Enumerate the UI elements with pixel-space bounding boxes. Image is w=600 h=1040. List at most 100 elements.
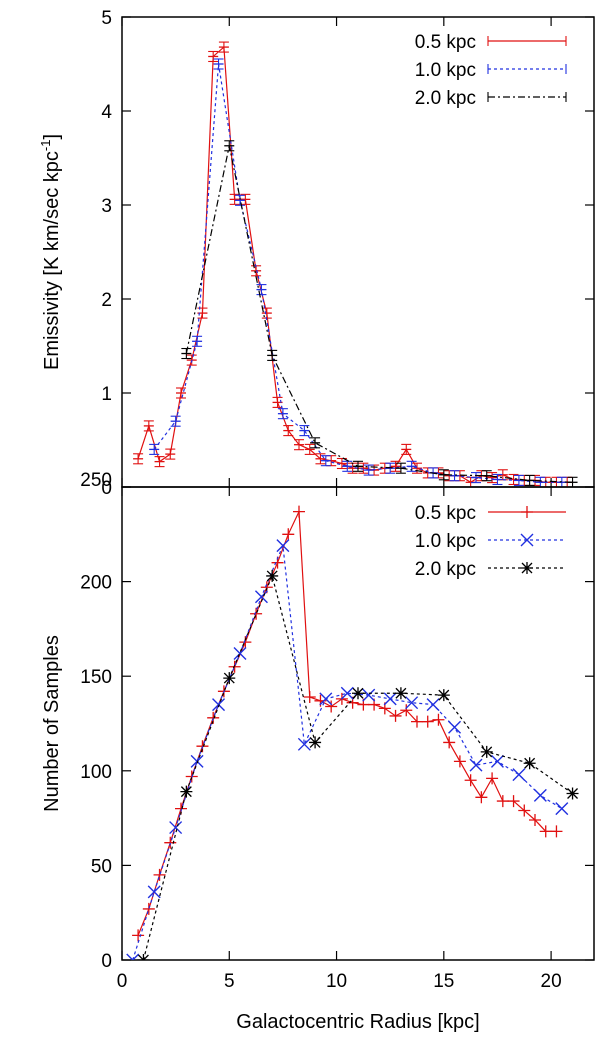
y-axis-label: Emissivity [K km/sec kpc-1]	[38, 134, 63, 370]
y-tick-label: 150	[80, 667, 112, 688]
y-tick-label: 5	[101, 8, 112, 29]
data-point	[555, 802, 569, 816]
y-tick-label: 100	[80, 762, 112, 783]
data-point	[539, 825, 552, 838]
data-point	[453, 755, 466, 768]
data-point	[297, 737, 311, 751]
data-point	[475, 791, 488, 804]
data-point	[490, 754, 504, 768]
legend-label: 2.0 kpc	[415, 88, 476, 109]
data-point	[137, 954, 150, 960]
data-point	[276, 539, 290, 553]
y-tick-label: 1	[101, 384, 112, 405]
y-tick-label: 3	[101, 196, 112, 217]
series-line	[185, 145, 573, 483]
legend-label: 2.0 kpc	[415, 559, 476, 580]
data-point	[521, 506, 533, 518]
y-tick-label: 0	[101, 951, 112, 972]
data-point	[250, 607, 263, 620]
series-2.0-kpc	[181, 140, 578, 487]
series-2.0-kpc	[137, 569, 579, 960]
data-point	[164, 836, 177, 849]
y-tick-label: 250	[80, 470, 112, 491]
series-line	[137, 511, 557, 936]
data-point	[309, 736, 322, 749]
series-0.5-kpc	[132, 505, 563, 942]
data-point	[521, 562, 533, 574]
data-point	[293, 505, 305, 518]
plot-frame	[121, 486, 595, 961]
data-point	[266, 569, 279, 582]
data-point	[520, 533, 534, 547]
data-point	[566, 787, 579, 800]
data-point	[550, 825, 563, 838]
data-point	[190, 754, 204, 768]
data-point	[533, 788, 547, 802]
data-point	[142, 902, 155, 915]
series-1.0-kpc	[126, 539, 569, 960]
data-point	[437, 689, 450, 702]
plot-frame	[121, 16, 595, 488]
series-line	[153, 63, 562, 483]
data-point	[153, 868, 166, 881]
data-point	[282, 528, 295, 541]
x-tick-label: 20	[541, 971, 562, 992]
y-tick-label: 2	[101, 290, 112, 311]
x-tick-label: 5	[224, 971, 235, 992]
x-axis-label: Galactocentric Radius [kpc]	[236, 1011, 479, 1033]
x-tick-label: 0	[117, 971, 128, 992]
data-point	[132, 929, 145, 942]
data-point	[147, 885, 161, 899]
data-point	[411, 715, 423, 728]
data-point	[421, 715, 434, 728]
series-line	[132, 545, 563, 960]
data-point	[480, 745, 493, 758]
data-point	[303, 691, 316, 704]
data-point	[362, 688, 376, 702]
data-point	[340, 686, 354, 700]
data-point	[448, 720, 462, 734]
data-point	[486, 772, 499, 785]
data-point	[394, 687, 407, 700]
data-point	[400, 704, 413, 717]
data-point	[223, 672, 236, 685]
legend-label: 0.5 kpc	[415, 503, 476, 524]
data-point	[496, 795, 509, 808]
series-1.0-kpc	[149, 58, 567, 487]
data-point	[389, 709, 402, 722]
data-point	[507, 795, 520, 808]
data-point	[383, 692, 397, 706]
panel-top: 0 1 2 3 4 5 Emissivity [K km/sec kpc-1] 0.5 kpc…	[38, 8, 595, 499]
legend-label: 1.0 kpc	[415, 60, 476, 81]
series-0.5-kpc	[133, 41, 573, 487]
y-tick-label: 0	[101, 478, 112, 499]
data-point	[254, 590, 268, 604]
data-point	[233, 647, 247, 660]
legend-label: 0.5 kpc	[415, 32, 476, 53]
data-point	[319, 692, 333, 706]
data-point	[469, 758, 483, 772]
x-tick-label: 10	[326, 971, 347, 992]
data-point	[212, 698, 226, 712]
data-point	[126, 953, 140, 960]
data-point	[464, 774, 477, 787]
data-point	[239, 636, 252, 649]
y-tick-label: 200	[80, 573, 112, 594]
data-point	[512, 768, 526, 782]
data-point	[325, 700, 338, 713]
data-point	[443, 736, 456, 749]
data-point	[518, 804, 531, 817]
data-point	[426, 698, 440, 712]
legend-label: 1.0 kpc	[415, 531, 476, 552]
data-point	[432, 713, 445, 726]
y-axis-label: Number of Samples	[41, 635, 63, 812]
data-point	[529, 813, 541, 826]
x-tick-label: 15	[433, 971, 454, 992]
data-point	[405, 696, 419, 710]
series-line	[142, 574, 573, 960]
y-tick-label: 4	[101, 102, 112, 123]
data-point	[180, 785, 193, 798]
data-point	[523, 757, 536, 770]
